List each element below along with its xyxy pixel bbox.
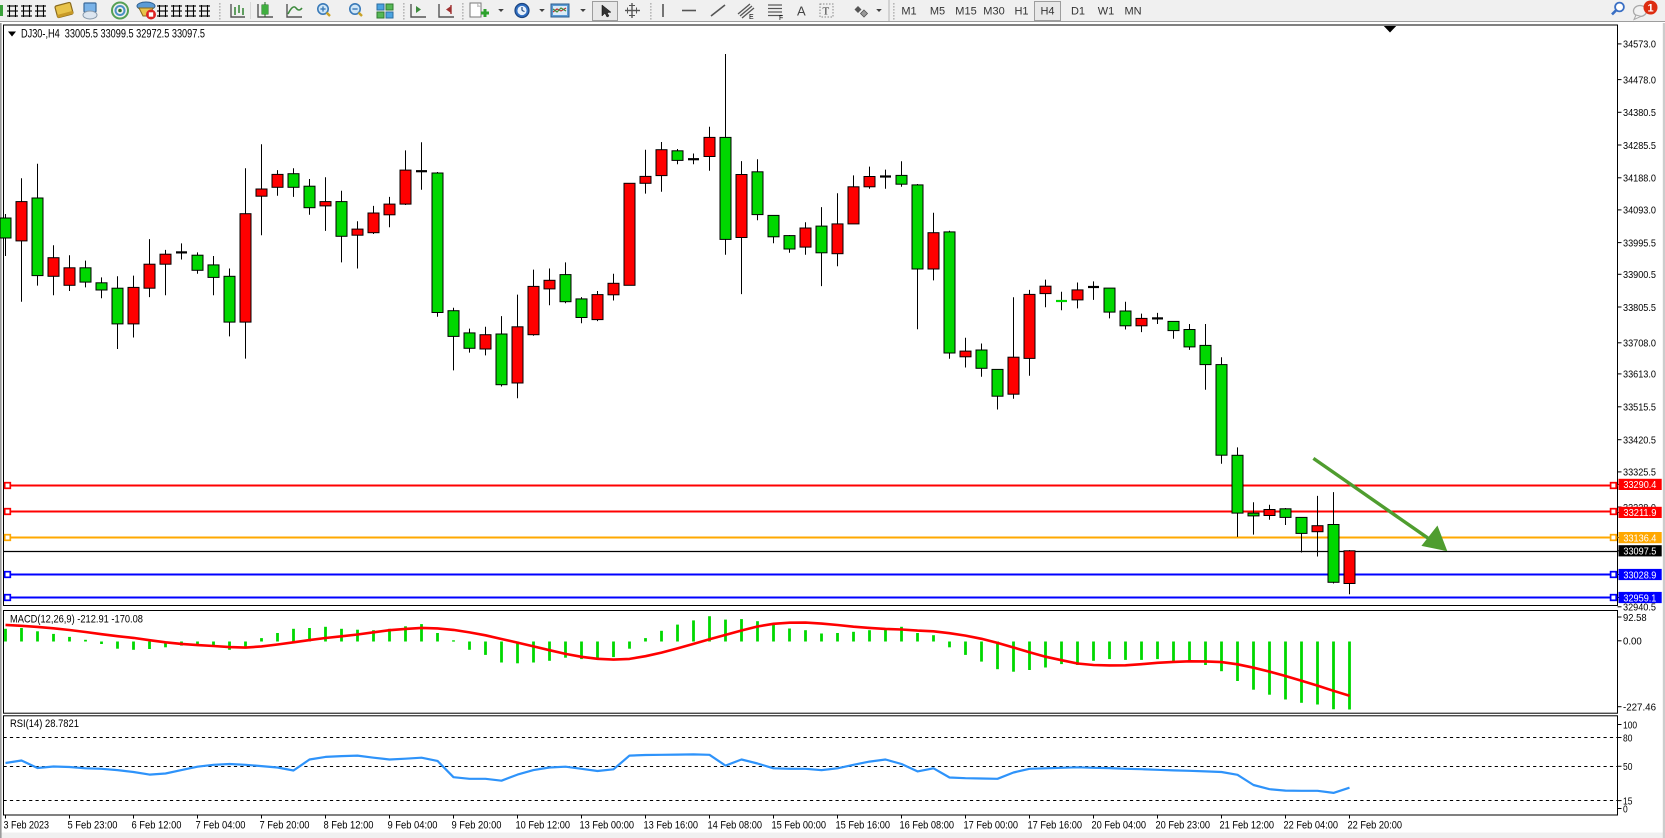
svg-text:32940.5: 32940.5 [1623,602,1656,614]
svg-text:92.58: 92.58 [1623,612,1647,624]
svg-text:22 Feb 04:00: 22 Feb 04:00 [1284,820,1339,832]
svg-text:T: T [823,6,830,18]
svg-text:H4: H4 [1040,6,1054,18]
svg-text:17 Feb 00:00: 17 Feb 00:00 [964,820,1019,832]
svg-text:W1: W1 [1098,6,1115,18]
svg-text:33900.5: 33900.5 [1623,269,1656,281]
svg-text:DJ30-,H4 33005.5 33099.5 3297: DJ30-,H4 33005.5 33099.5 32972.5 33097.5 [21,27,205,41]
svg-text:3 Feb 2023: 3 Feb 2023 [4,820,50,832]
svg-text:33420.5: 33420.5 [1623,435,1656,447]
svg-text:D1: D1 [1071,6,1085,18]
svg-text:15 Feb 00:00: 15 Feb 00:00 [772,820,827,832]
svg-text:34573.0: 34573.0 [1623,39,1656,51]
svg-text:M15: M15 [955,6,976,18]
svg-text:33708.0: 33708.0 [1623,338,1656,350]
svg-text:33028.9: 33028.9 [1623,569,1656,581]
svg-text:13 Feb 16:00: 13 Feb 16:00 [644,820,699,832]
svg-text:16 Feb 08:00: 16 Feb 08:00 [900,820,955,832]
svg-text:F: F [779,15,783,22]
svg-text:20 Feb 04:00: 20 Feb 04:00 [1092,820,1147,832]
svg-text:33805.5: 33805.5 [1623,302,1656,314]
svg-text:34188.0: 34188.0 [1623,173,1656,185]
svg-text:9 Feb 20:00: 9 Feb 20:00 [452,820,502,832]
svg-text:34380.5: 34380.5 [1623,107,1656,119]
svg-text:50: 50 [1623,761,1633,773]
svg-text:7 Feb 20:00: 7 Feb 20:00 [260,820,310,832]
svg-text:34285.5: 34285.5 [1623,140,1656,152]
svg-text:100: 100 [1623,719,1637,731]
svg-text:A: A [797,4,806,19]
svg-text:5 Feb 23:00: 5 Feb 23:00 [68,820,118,832]
svg-text:80: 80 [1623,732,1633,744]
svg-text:1: 1 [1647,3,1653,15]
svg-text:M30: M30 [983,6,1004,18]
svg-text:H1: H1 [1014,6,1028,18]
svg-text:MN: MN [1124,6,1141,18]
svg-text:33325.5: 33325.5 [1623,467,1656,479]
svg-text:8 Feb 12:00: 8 Feb 12:00 [324,820,374,832]
svg-text:33211.9: 33211.9 [1623,507,1656,519]
svg-text:33613.0: 33613.0 [1623,369,1656,381]
svg-text:33515.5: 33515.5 [1623,402,1656,414]
svg-text:7 Feb 04:00: 7 Feb 04:00 [196,820,246,832]
svg-text:32959.1: 32959.1 [1623,592,1656,604]
svg-text:0: 0 [1623,803,1628,815]
svg-text:M5: M5 [930,6,945,18]
svg-text:-227.46: -227.46 [1623,702,1656,714]
svg-text:33097.5: 33097.5 [1623,546,1656,558]
svg-text:M1: M1 [901,6,916,18]
svg-text:14 Feb 08:00: 14 Feb 08:00 [708,820,763,832]
svg-text:13 Feb 00:00: 13 Feb 00:00 [580,820,635,832]
svg-text:33290.4: 33290.4 [1623,479,1656,491]
svg-text:0.00: 0.00 [1623,636,1642,648]
svg-text:17 Feb 16:00: 17 Feb 16:00 [1028,820,1083,832]
svg-text:15: 15 [1623,795,1633,807]
svg-text:22 Feb 20:00: 22 Feb 20:00 [1348,820,1403,832]
svg-text:34093.0: 34093.0 [1623,205,1656,217]
svg-text:34478.0: 34478.0 [1623,74,1656,86]
svg-text:9 Feb 04:00: 9 Feb 04:00 [388,820,438,832]
svg-text:20 Feb 23:00: 20 Feb 23:00 [1156,820,1211,832]
svg-text:33995.5: 33995.5 [1623,237,1656,249]
svg-text:21 Feb 12:00: 21 Feb 12:00 [1220,820,1275,832]
svg-text:10 Feb 12:00: 10 Feb 12:00 [516,820,571,832]
svg-text:15 Feb 16:00: 15 Feb 16:00 [836,820,891,832]
svg-text:RSI(14) 28.7821: RSI(14) 28.7821 [10,718,79,730]
svg-text:E: E [749,14,754,21]
svg-text:MACD(12,26,9) -212.91 -170.08: MACD(12,26,9) -212.91 -170.08 [10,614,143,626]
svg-text:33136.4: 33136.4 [1623,532,1656,544]
svg-text:6 Feb 12:00: 6 Feb 12:00 [132,820,182,832]
